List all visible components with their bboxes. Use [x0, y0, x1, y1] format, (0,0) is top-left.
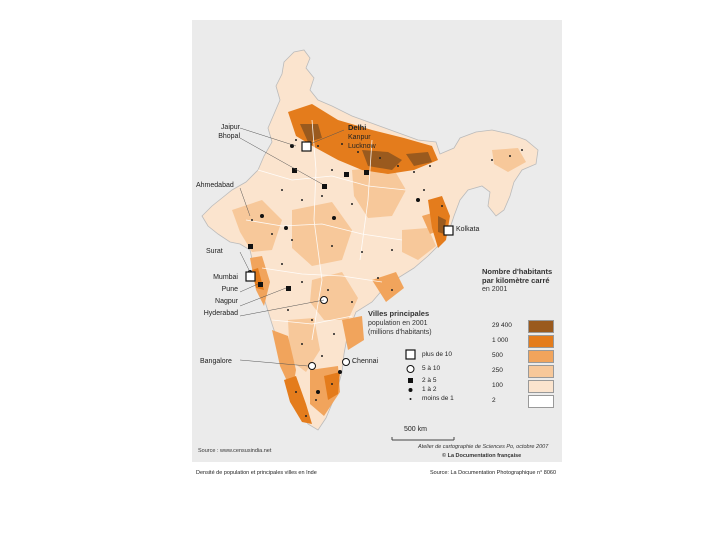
credit-line-1: Atelier de cartographie de Sciences Po, …	[418, 444, 549, 450]
cities-legend-item-1: 5 à 10	[422, 365, 441, 372]
density-legend-swatch	[528, 320, 554, 333]
source-left: Source : www.censusindia.net	[198, 448, 272, 454]
label-jaipur: Jaipur	[220, 124, 240, 131]
label-pune: Pune	[221, 286, 238, 293]
density-legend-swatch	[528, 380, 554, 393]
credit-line-2: © La Documentation française	[442, 453, 522, 459]
label-hyderabad: Hyderabad	[203, 310, 238, 317]
density-legend-title-3: en 2001	[482, 286, 508, 293]
label-bangalore: Bangalore	[200, 358, 232, 365]
density-legend-swatch	[528, 395, 554, 408]
india-density-map	[201, 49, 539, 441]
density-legend-swatch	[528, 350, 554, 363]
caption-right: Source: La Documentation Photographique …	[430, 470, 557, 476]
density-legend-label: 1 000	[492, 337, 509, 344]
label-kolkata: Kolkata	[456, 226, 480, 233]
cities-legend-symbols	[405, 349, 416, 400]
label-ahmedabad: Ahmedabad	[196, 182, 234, 189]
label-mumbai: Mumbai	[213, 274, 238, 281]
caption-left: Densité de population et principales vil…	[196, 470, 317, 476]
scale-bar	[391, 437, 455, 441]
label-delhi: Delhi	[348, 123, 367, 132]
label-bhopal: Bhopal	[218, 133, 240, 140]
cities-legend-sub1: population en 2001	[368, 320, 428, 327]
density-legend-label: 500	[492, 352, 503, 359]
label-kanpur: Kanpur	[348, 134, 371, 141]
density-legend-title-2: par kilomètre carré	[482, 276, 550, 285]
map-frame: Jaipur Bhopal Delhi Kanpur Lucknow Ahmed…	[192, 20, 562, 462]
scale-label: 500 km	[404, 426, 427, 433]
density-legend-swatch	[528, 335, 554, 348]
density-legend-swatch	[528, 365, 554, 378]
density-legend-title-1: Nombre d'habitants	[482, 267, 553, 276]
label-chennai: Chennai	[352, 358, 379, 365]
density-legend-label: 2	[492, 397, 496, 404]
cities-legend-item-2: 2 à 5	[422, 377, 437, 384]
label-nagpur: Nagpur	[215, 298, 238, 305]
cities-legend-item-3: 1 à 2	[422, 386, 437, 393]
density-legend-label: 29 400	[492, 322, 512, 329]
label-lucknow: Lucknow	[348, 143, 376, 150]
india-outline	[201, 49, 539, 431]
density-legend-label: 100	[492, 382, 503, 389]
cities-legend-item-4: moins de 1	[422, 395, 454, 402]
cities-legend-item-0: plus de 10	[422, 351, 452, 358]
cities-legend-sub2: (millions d'habitants)	[368, 329, 432, 336]
label-surat: Surat	[206, 248, 223, 255]
density-legend-label: 250	[492, 367, 503, 374]
cities-legend-title: Villes principales	[368, 309, 430, 318]
